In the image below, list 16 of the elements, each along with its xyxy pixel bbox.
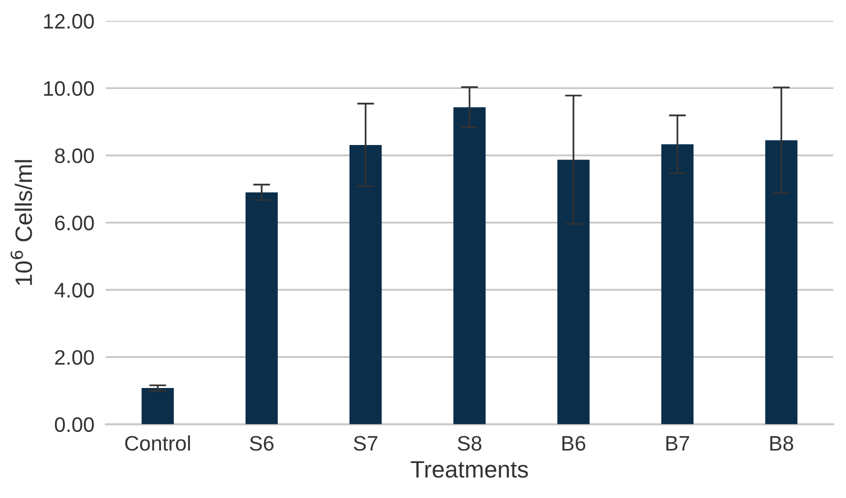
y-tick-label: 0.00 (54, 417, 94, 432)
x-tick-label: S7 (354, 436, 378, 451)
x-axis-title: Treatments (410, 461, 528, 478)
y-tick-label: 4.00 (54, 282, 94, 298)
y-tick-label: 2.00 (55, 350, 94, 365)
y-axis-title: 10$^{6}$ Cells/ml (10, 160, 32, 285)
y-tick-label: 8.00 (55, 148, 94, 164)
y-tick-label: 12.00 (44, 14, 94, 29)
y-tick-label: 6.00 (55, 216, 94, 230)
y-tick-label: 10.00 (44, 81, 94, 96)
x-tick-label: S8 (458, 436, 482, 451)
x-tick-label: B7 (666, 436, 690, 451)
x-tick-label: Control (125, 435, 190, 451)
x-tick-label: B6 (562, 436, 586, 451)
x-tick-label: S6 (250, 436, 274, 451)
x-tick-label: B8 (770, 436, 794, 451)
